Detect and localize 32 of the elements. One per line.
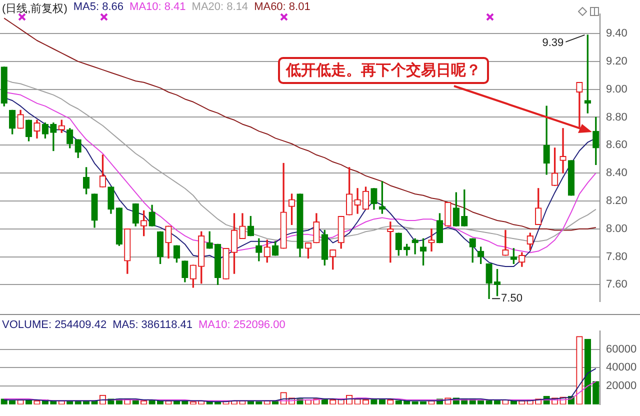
text: MA10: 8.41 (130, 1, 186, 15)
chart-title: VOLUME: 254409.42 (2, 319, 107, 331)
y-tick-label: 40000 (606, 362, 637, 374)
y-tick-label: 9.20 (606, 55, 628, 68)
bar (592, 381, 600, 404)
candlestick (412, 238, 418, 254)
candlestick (576, 82, 583, 128)
candlestick (502, 230, 509, 256)
y-tick-label: 8.40 (606, 167, 628, 180)
text: MA20: 8.14 (192, 1, 248, 15)
y-tick-label: 8.80 (606, 111, 628, 124)
candlestick (560, 128, 566, 174)
y-tick-label: 8.20 (606, 194, 628, 207)
candlestick (428, 228, 435, 252)
annotation: 低开低走。再下个交易日呢？ (278, 57, 489, 84)
text: MA10: 252096.00 (198, 319, 286, 331)
annotation: 7.50 (501, 292, 522, 305)
text: MA5: 8.66 (73, 1, 124, 15)
y-tick-label: 60000 (606, 343, 637, 356)
y-tick-label: 7.60 (606, 278, 628, 291)
chart-title: (日线,前复权) (2, 2, 68, 16)
y-tick-label: 7.80 (606, 250, 628, 263)
y-tick-label: 9.40 (606, 28, 628, 40)
y-tick-label: 8.60 (606, 139, 628, 152)
y-tick-label: 9.00 (606, 83, 628, 96)
text: MA60: 8.01 (254, 1, 310, 15)
y-tick-label: 20000 (606, 380, 637, 392)
y-tick-label: 8.00 (606, 222, 628, 235)
text: MA5: 386118.41 (112, 319, 192, 331)
annotation: 9.39 (542, 36, 564, 49)
bar (584, 338, 591, 404)
candlestick (354, 188, 361, 214)
